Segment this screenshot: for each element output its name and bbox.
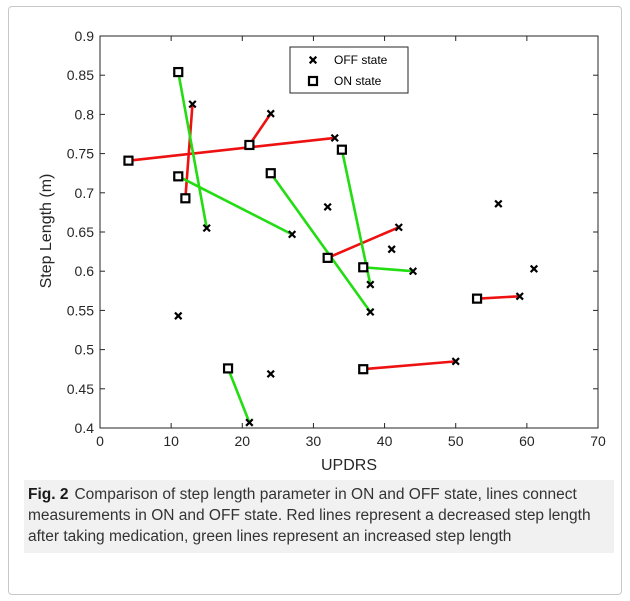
y-tick-label: 0.75 [67,146,94,162]
off-state-marker [366,307,375,317]
decrease-line [248,112,273,147]
off-state-marker [188,100,197,109]
on-state-marker [244,139,255,151]
figure-caption: Fig. 2 Comparison of step length paramete… [24,480,614,553]
off-state-marker [451,357,460,366]
off-state-marker [494,199,503,208]
on-state-marker [265,168,276,179]
off-state-marker [323,202,332,211]
increase-line [176,70,209,230]
y-tick-label: 0.8 [75,106,95,122]
off-state-marker [366,280,375,289]
legend: OFF state ON state [289,46,409,94]
off-state-marker [202,224,211,233]
y-tick-label: 0.45 [67,381,94,397]
off-state-marker [245,418,254,427]
decrease-line [361,360,458,371]
on-state-marker [180,193,191,204]
step-length-chart: 0 10 20 30 40 50 60 70 0.4 0.45 0.5 0.55 0.6 0.65 0.7 0… [38,28,606,474]
plot-box [99,35,599,429]
off-state-marker [308,55,318,65]
y-tick-label: 0.7 [75,185,95,201]
off-state-marker [515,292,524,301]
on-state-marker [307,75,319,87]
on-state-marker [471,293,483,304]
y-tick-label: 0.6 [75,263,95,279]
on-state-marker [222,363,234,374]
legend-label: OFF state [334,53,388,67]
x-tick-label: 0 [96,433,104,449]
decrease-line [475,294,522,300]
off-state-marker [330,133,339,142]
x-tick-label: 60 [519,433,535,449]
off-state-marker [387,245,396,254]
increase-line [269,171,372,314]
y-tick-label: 0.5 [75,342,95,358]
connection-lines [127,70,522,424]
y-tick-label: 0.65 [67,224,94,240]
axes: 0 10 20 30 40 50 60 70 0.4 0.45 0.5 0.55 0.6 0.65 0.7 0… [67,28,606,449]
y-tick-label: 0.55 [67,302,94,318]
on-state-marker [123,155,134,166]
on-state-marker [173,66,184,78]
caption-label: Fig. 2 [28,486,69,503]
increase-line [226,367,251,424]
x-tick-label: 50 [448,433,464,449]
y-tick-label: 0.4 [75,420,95,436]
off-state-marker [529,264,539,273]
y-tick-label: 0.9 [75,28,95,44]
off-state-marker [174,311,183,320]
on-state-marker [336,144,347,155]
increase-line [340,148,372,286]
x-tick-label: 30 [306,433,322,449]
y-tick-label: 0.85 [67,67,94,83]
caption-text: Comparison of step length parameter in O… [28,486,591,545]
x-axis-label: UPDRS [321,457,377,474]
on-state-marker [322,252,333,263]
data-markers [123,66,539,427]
on-state-marker [358,364,369,375]
increase-line [176,175,294,236]
off-state-marker [266,109,275,118]
off-state-marker [266,369,275,378]
on-state-marker [173,171,184,182]
x-tick-label: 20 [234,433,250,449]
x-tick-label: 40 [377,433,393,449]
legend-label: ON state [334,74,382,88]
increase-line [361,265,415,273]
off-state-marker [288,230,297,239]
y-axis-label: Step Length (m) [38,174,55,289]
x-tick-label: 10 [163,433,179,449]
decrease-line [127,136,337,162]
on-state-marker [358,262,369,273]
decrease-line [326,225,401,260]
off-state-marker [408,267,418,276]
x-tick-label: 70 [590,433,606,449]
decrease-line [184,102,194,200]
off-state-marker [394,223,403,232]
